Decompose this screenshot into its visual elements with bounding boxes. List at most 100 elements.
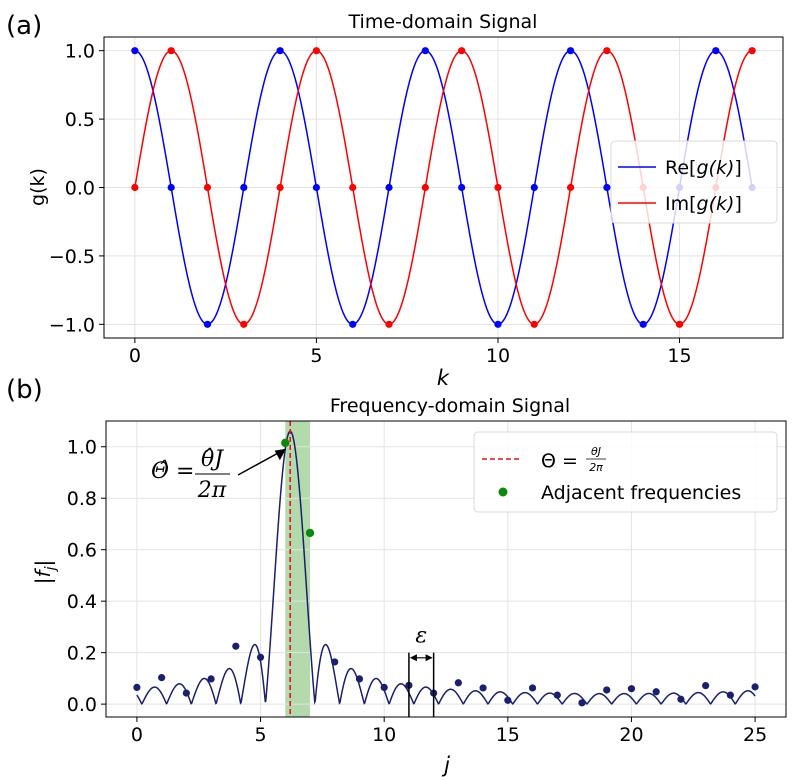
panel-a-ticks: 0 5 10 15 −1.0 −0.5 0.0 0.5 1.0	[49, 41, 692, 367]
x-tick-label: 15	[667, 345, 691, 367]
series-re-point	[131, 47, 139, 55]
legend-theta-prefix: Θ =	[541, 450, 578, 472]
spectrum-point	[355, 675, 364, 683]
y-tick-label: −0.5	[49, 246, 95, 268]
spectrum-curve	[136, 430, 756, 705]
panel-a-grid	[104, 37, 783, 338]
spectrum-point	[133, 683, 141, 692]
y-tick-label: −1.0	[49, 314, 95, 336]
series-im-point	[421, 183, 429, 192]
series-im-point	[131, 183, 139, 192]
epsilon-arrow-right-head	[425, 654, 433, 662]
x-tick-label: 10	[372, 724, 396, 746]
spectrum-point	[603, 686, 611, 694]
series-re-point	[566, 47, 575, 55]
series-im-point	[566, 183, 575, 192]
series-re-point	[639, 320, 647, 328]
panel-a: (a) Time-domain Signal 0 5 10 15 −1.0 −0.5 0.0…	[6, 11, 784, 390]
series-im-point	[349, 183, 357, 192]
panel-b-legend-box	[473, 431, 778, 513]
y-tick-label: 0.5	[65, 109, 95, 131]
theta-hat-num: θ̂J	[201, 447, 224, 472]
theta-hat-arrow-head	[274, 448, 286, 461]
panel-a-frame	[103, 36, 784, 339]
theta-hat-arrow-shaft	[237, 451, 281, 476]
spectrum-point	[578, 699, 586, 707]
x-tick-label: 5	[254, 724, 266, 746]
spectrum-point	[627, 685, 636, 693]
series-im-point	[458, 47, 466, 55]
spectrum-point	[479, 684, 487, 692]
legend-im-prefix: Im	[665, 193, 689, 215]
panel-a-label: (a)	[6, 11, 42, 41]
spectrum-point	[751, 683, 759, 691]
series-re-point	[494, 320, 502, 328]
spectrum-point	[256, 653, 265, 661]
series-im-point	[748, 47, 756, 55]
series-im-point	[203, 183, 212, 192]
y-tick-label: 0.2	[67, 643, 97, 665]
series-im-point	[530, 320, 538, 328]
spectrum-point	[726, 691, 734, 699]
panel-b-grid	[106, 421, 786, 717]
spectrum-point	[702, 681, 710, 690]
spectrum-point	[454, 679, 462, 687]
panel-b-frame	[105, 420, 787, 718]
y-tick-label: 0.4	[67, 591, 97, 613]
series-re-point	[458, 183, 466, 192]
spectrum-point	[331, 658, 339, 666]
x-tick-label: 0	[129, 345, 141, 367]
y-tick-label: 0.0	[67, 694, 97, 716]
spectrum-point	[528, 684, 537, 692]
series-im-point	[312, 47, 321, 55]
theta-hat-den: 2π	[197, 478, 227, 503]
legend-adjacent-label: Adjacent frequencies	[541, 482, 741, 504]
legend-im-label: Im[g(k)]	[665, 193, 742, 215]
panel-b-ticks: 0 5 10 15 20 25 0.0 0.2 0.4 0.6 0.8 1.0	[67, 437, 767, 746]
series-re-point	[421, 47, 429, 55]
x-tick-label: 0	[131, 724, 143, 746]
spectrum-point	[504, 696, 512, 704]
series-im-point	[167, 47, 175, 55]
x-tick-label: 10	[486, 345, 510, 367]
legend-re-label: Re[g(k)]	[665, 157, 742, 179]
adjacent-frequency-point	[305, 528, 315, 538]
series-im-point	[675, 320, 684, 328]
panel-a-xlabel: k	[437, 366, 450, 390]
y-tick-label: 0.6	[67, 540, 97, 562]
series-re-point	[712, 47, 720, 55]
spectrum-point	[207, 675, 215, 683]
theta-hat-prefix: Θ̂ =	[151, 459, 194, 484]
panel-a-ylabel: g(k)	[27, 168, 49, 206]
legend-re-prefix: Re	[665, 157, 689, 179]
legend-adjacent-swatch	[498, 487, 508, 497]
y-tick-label: 0.8	[67, 488, 97, 510]
spectrum-point	[158, 674, 166, 682]
legend-theta-den: 2π	[589, 461, 603, 474]
series-im-point	[494, 183, 502, 192]
series-im-point	[276, 183, 284, 192]
spectrum-point	[380, 683, 388, 692]
panel-b-series	[133, 430, 759, 707]
x-tick-label: 20	[619, 724, 643, 746]
y-tick-label: 1.0	[65, 41, 95, 63]
series-re-point	[603, 183, 611, 192]
series-im-point	[240, 320, 248, 328]
series-re-point	[276, 47, 284, 55]
y-tick-label: 1.0	[67, 437, 97, 459]
series-re-point	[530, 183, 538, 192]
series-re-point	[203, 320, 212, 328]
x-tick-label: 15	[496, 724, 520, 746]
series-re-point	[167, 183, 175, 192]
epsilon-label: ε	[415, 624, 427, 649]
panel-b-label: (b)	[6, 375, 43, 405]
series-re-point	[385, 183, 393, 192]
epsilon-arrow-left-head	[409, 654, 417, 662]
y-tick-label: 0.0	[65, 178, 95, 200]
panel-b: (b) Frequency-domain Signal 0 5 10 15 20 25 0.…	[6, 375, 787, 777]
panel-b-xlabel: j	[441, 753, 450, 777]
panel-b-title: Frequency-domain Signal	[330, 395, 570, 417]
legend-im-arg: g(k)	[697, 193, 735, 215]
series-re-point	[240, 183, 248, 192]
